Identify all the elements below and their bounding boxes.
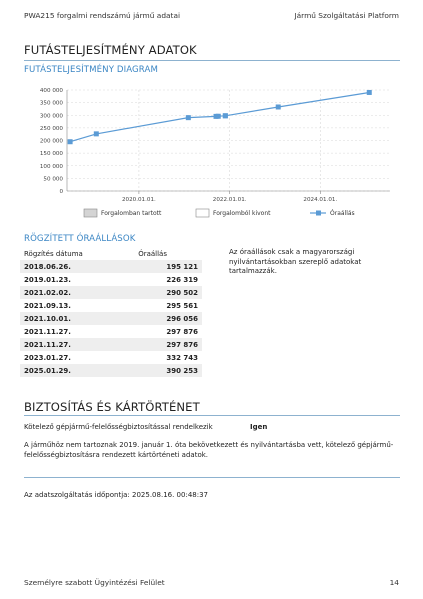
reading-value: 295 561 <box>166 301 198 310</box>
table-row: 2021.11.27. 297 876 <box>20 325 202 338</box>
insurance-section-rule <box>24 415 400 416</box>
table-row: 2018.06.26. 195 121 <box>20 260 202 273</box>
legend-box-swatch <box>83 208 98 218</box>
legend-label: Óraállás <box>330 210 355 217</box>
chart-grid <box>67 89 390 192</box>
reading-value: 297 876 <box>166 327 198 336</box>
reading-date: 2021.09.13. <box>24 301 71 310</box>
reading-date: 2021.11.27. <box>24 327 71 336</box>
chart-y-ticks: 0 50 000 100 000 150 000 200 000 250 000 300 0… <box>40 88 64 195</box>
table-row: 2021.10.01. 296 056 <box>20 312 202 325</box>
table-row: 2019.01.23. 226 319 <box>20 273 202 286</box>
reading-date: 2025.01.29. <box>20 364 135 377</box>
reading-value: 296 056 <box>134 312 202 325</box>
reading-value: 297 876 <box>134 338 202 351</box>
readings-note: Az óraállások csak a magyarországi nyilv… <box>229 248 362 275</box>
readings-section-title: RÖGZÍTETT ÓRAÁLLÁSOK <box>24 234 136 244</box>
column-header-value: Óraállás <box>138 250 167 258</box>
column-header-date: Rögzítés dátuma <box>24 250 83 258</box>
legend-marker-swatch <box>316 210 321 216</box>
table-row: 2021.02.02. 290 502 <box>20 286 202 299</box>
x-tick-label: 2022.01.01. <box>213 197 247 203</box>
x-tick-label: 2024.01.01. <box>303 197 337 203</box>
legend-label: Forgalomból kivont <box>213 210 271 217</box>
reading-date: 2018.06.26. <box>20 260 135 273</box>
mileage-diagram-title: FUTÁSTELJESÍTMÉNY DIAGRAM <box>24 65 159 75</box>
data-point <box>215 113 221 119</box>
reading-value: 390 253 <box>134 364 202 377</box>
reading-date: 2023.01.27. <box>24 353 71 362</box>
readings-table-header: Rögzítés dátuma Óraállás <box>20 248 202 260</box>
reading-date: 2019.01.23. <box>24 275 71 284</box>
table-row: 2021.09.13. 295 561 <box>20 299 202 312</box>
y-tick-label: 0 <box>59 189 63 195</box>
insurance-section-title: BIZTOSÍTÁS ÉS KÁRTÖRTÉNET <box>24 400 200 414</box>
insurance-bottom-rule <box>24 477 400 478</box>
y-tick-label: 150 000 <box>40 151 64 157</box>
data-service-timestamp: Az adatszolgáltatás időpontja: 2025.08.1… <box>24 491 208 499</box>
data-point <box>67 139 73 145</box>
footer-platform-name: Személyre szabott Ügyintézési Felület <box>24 578 165 587</box>
y-tick-label: 250 000 <box>40 126 64 132</box>
y-tick-label: 350 000 <box>40 101 64 107</box>
y-tick-label: 200 000 <box>40 139 64 145</box>
reading-date: 2021.11.27. <box>20 338 135 351</box>
reading-date: 2021.02.02. <box>20 286 135 299</box>
y-tick-label: 50 000 <box>43 176 63 182</box>
reading-value: 332 743 <box>166 353 198 362</box>
reading-value: 195 121 <box>134 260 202 273</box>
chart-legend: Forgalomban tartott Forgalomból kivont Óra… <box>83 208 355 218</box>
reading-value: 290 502 <box>134 286 202 299</box>
document-header-platform: Jármű Szolgáltatási Platform <box>294 11 399 20</box>
y-tick-label: 100 000 <box>40 164 64 170</box>
mileage-section-title: FUTÁSTELJESÍTMÉNY ADATOK <box>24 43 197 57</box>
chart-x-ticks: 2020.01.01. 2022.01.01. 2024.01.01. <box>122 191 337 203</box>
table-row: 2025.01.29. 390 253 <box>20 364 202 377</box>
legend-label: Forgalomban tartott <box>101 210 162 217</box>
document-header-title: PWA215 forgalmi rendszámú jármű adatai <box>24 11 181 20</box>
insurance-question: Kötelező gépjármű-felelősségbiztosítássa… <box>24 423 213 431</box>
data-point <box>185 115 191 121</box>
chart-axes <box>66 90 390 192</box>
mileage-section-rule <box>24 60 400 61</box>
claims-history-note: A járműhöz nem tartoznak 2019. január 1.… <box>24 441 394 459</box>
data-point <box>275 104 281 110</box>
reading-date: 2021.10.01. <box>20 312 135 325</box>
table-row: 2023.01.27. 332 743 <box>20 351 202 364</box>
odometer-series-points <box>67 89 372 145</box>
mileage-chart: 0 50 000 100 000 150 000 200 000 250 000 300 0… <box>40 88 390 218</box>
x-tick-label: 2020.01.01. <box>122 197 156 203</box>
data-point <box>222 113 228 119</box>
data-point <box>93 131 99 137</box>
page-number: 14 <box>389 578 399 587</box>
data-point <box>366 89 372 95</box>
reading-value: 226 319 <box>166 275 198 284</box>
legend-box-swatch <box>195 208 210 218</box>
readings-table: Rögzítés dátuma Óraállás 2018.06.26. 195 … <box>20 248 202 377</box>
y-tick-label: 400 000 <box>40 88 64 94</box>
insurance-answer: Igen <box>250 423 268 431</box>
table-row: 2021.11.27. 297 876 <box>20 338 202 351</box>
y-tick-label: 300 000 <box>40 113 64 119</box>
